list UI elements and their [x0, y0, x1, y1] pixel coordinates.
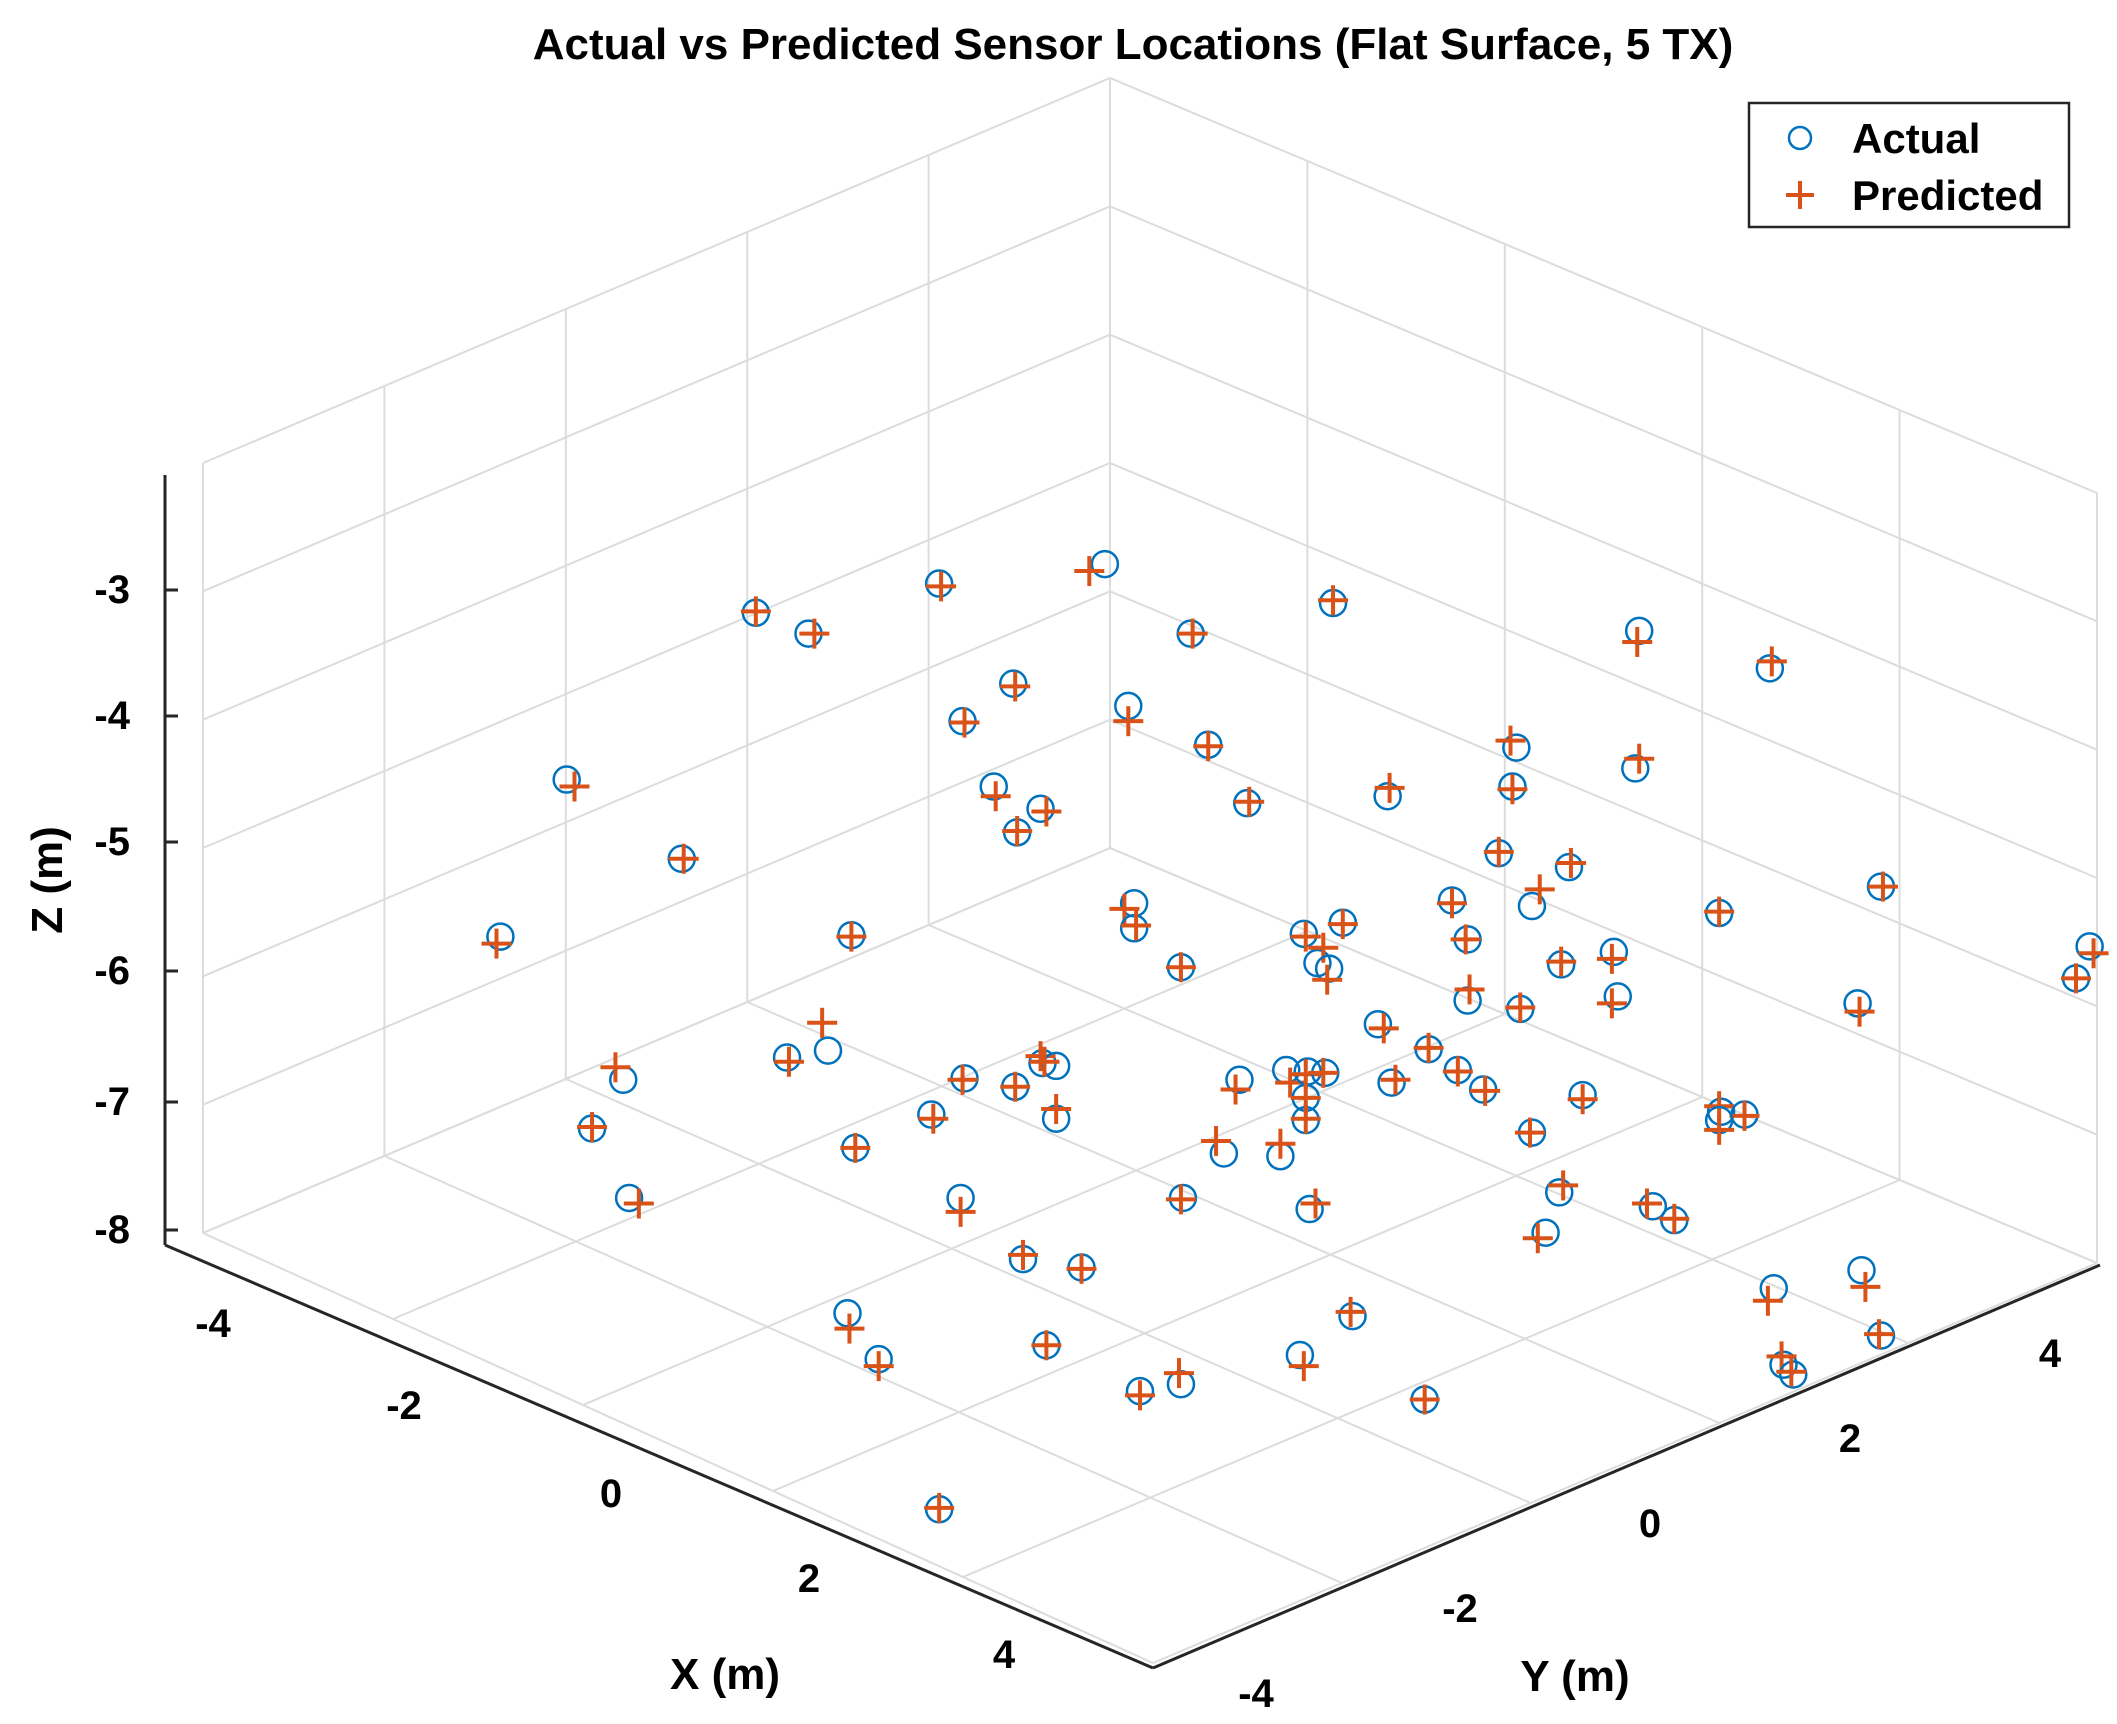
y-tick-label: -4	[1238, 1672, 1274, 1716]
z-tick-label: -4	[94, 694, 130, 738]
z-tick-label: -3	[94, 568, 130, 612]
floor-gridline	[582, 1013, 1506, 1406]
wall-gridline	[202, 205, 2098, 623]
x-tick-label: 4	[993, 1633, 1016, 1677]
actual-point	[1621, 754, 1650, 783]
floor-gridline	[962, 1179, 1900, 1578]
gridlines	[202, 76, 2098, 1664]
z-tick-label: -5	[94, 820, 130, 864]
legend-box	[1747, 101, 2071, 229]
actual-point	[1531, 1218, 1560, 1247]
wall-gridline	[202, 333, 2098, 751]
z-tick-label: -7	[94, 1080, 130, 1124]
axes	[163, 475, 2101, 1670]
actual-point	[486, 922, 515, 951]
z-axis-label: Z (m)	[23, 826, 72, 934]
x-tick-label: 0	[600, 1472, 622, 1516]
chart-title: Actual vs Predicted Sensor Locations (Fl…	[533, 20, 1734, 69]
wall-gridline	[202, 718, 2098, 1136]
z-tick-label: -8	[94, 1208, 130, 1252]
x-axis-label: X (m)	[670, 1650, 780, 1699]
actual-point	[552, 765, 581, 794]
y-tick-label: 2	[1839, 1417, 1861, 1461]
legend: Actual Predicted	[1747, 101, 2071, 229]
x-tick-label: 2	[798, 1557, 820, 1601]
floor-gridline	[928, 924, 1909, 1344]
wall-gridline	[202, 76, 2098, 494]
actual-point	[614, 1183, 644, 1213]
actual-point	[1363, 1009, 1393, 1039]
floor-gridline	[383, 1155, 1343, 1584]
legend-actual-label: Actual	[1852, 115, 1980, 162]
actual-point	[813, 1036, 843, 1065]
x-tick-label: -2	[386, 1384, 422, 1428]
actual-point	[1545, 1178, 1574, 1207]
actual-point	[1285, 1340, 1315, 1370]
wall-gridline	[202, 846, 2098, 1264]
actual-point	[1517, 891, 1547, 921]
actual-point	[1377, 1068, 1406, 1097]
wall-gridline	[202, 590, 2098, 1008]
y-tick-label: 0	[1639, 1502, 1661, 1546]
z-tick-label: -6	[94, 949, 130, 993]
legend-predicted-label: Predicted	[1852, 172, 2043, 219]
actual-point	[1638, 1192, 1668, 1221]
y-axis-label: Y (m)	[1520, 1652, 1629, 1701]
actual-point	[1295, 1194, 1324, 1224]
floor-gridline	[1152, 1262, 2098, 1664]
floor-gridline	[746, 1001, 1720, 1424]
tick-labels: -4 -2 0 2 4 -4 -2 0 2 4 -3 -4 -5 -6 -7 -8	[94, 568, 2061, 1716]
y-tick-label: 4	[2039, 1332, 2062, 1376]
actual-point	[1847, 1255, 1876, 1285]
x-tick-label: -4	[195, 1302, 231, 1346]
y-axis-line	[1152, 1263, 2101, 1670]
floor-gridline	[202, 1232, 1154, 1664]
wall-gridline	[202, 461, 2098, 879]
floor-gridline	[565, 1078, 1532, 1504]
y-tick-label: -2	[1442, 1587, 1478, 1631]
actual-point	[1603, 982, 1632, 1011]
x-axis-line	[164, 1243, 1154, 1670]
actual-point	[1026, 794, 1055, 823]
floor-gridline	[772, 1096, 1703, 1492]
actual-point	[1090, 549, 1120, 579]
actual-point	[1502, 733, 1531, 762]
legend-actual-marker	[1787, 125, 1813, 151]
actual-point	[1759, 1274, 1788, 1303]
actual-point	[1225, 1065, 1254, 1095]
actual-point	[2075, 932, 2104, 961]
floor-gridline	[392, 930, 1308, 1320]
data-points	[481, 549, 2109, 1524]
